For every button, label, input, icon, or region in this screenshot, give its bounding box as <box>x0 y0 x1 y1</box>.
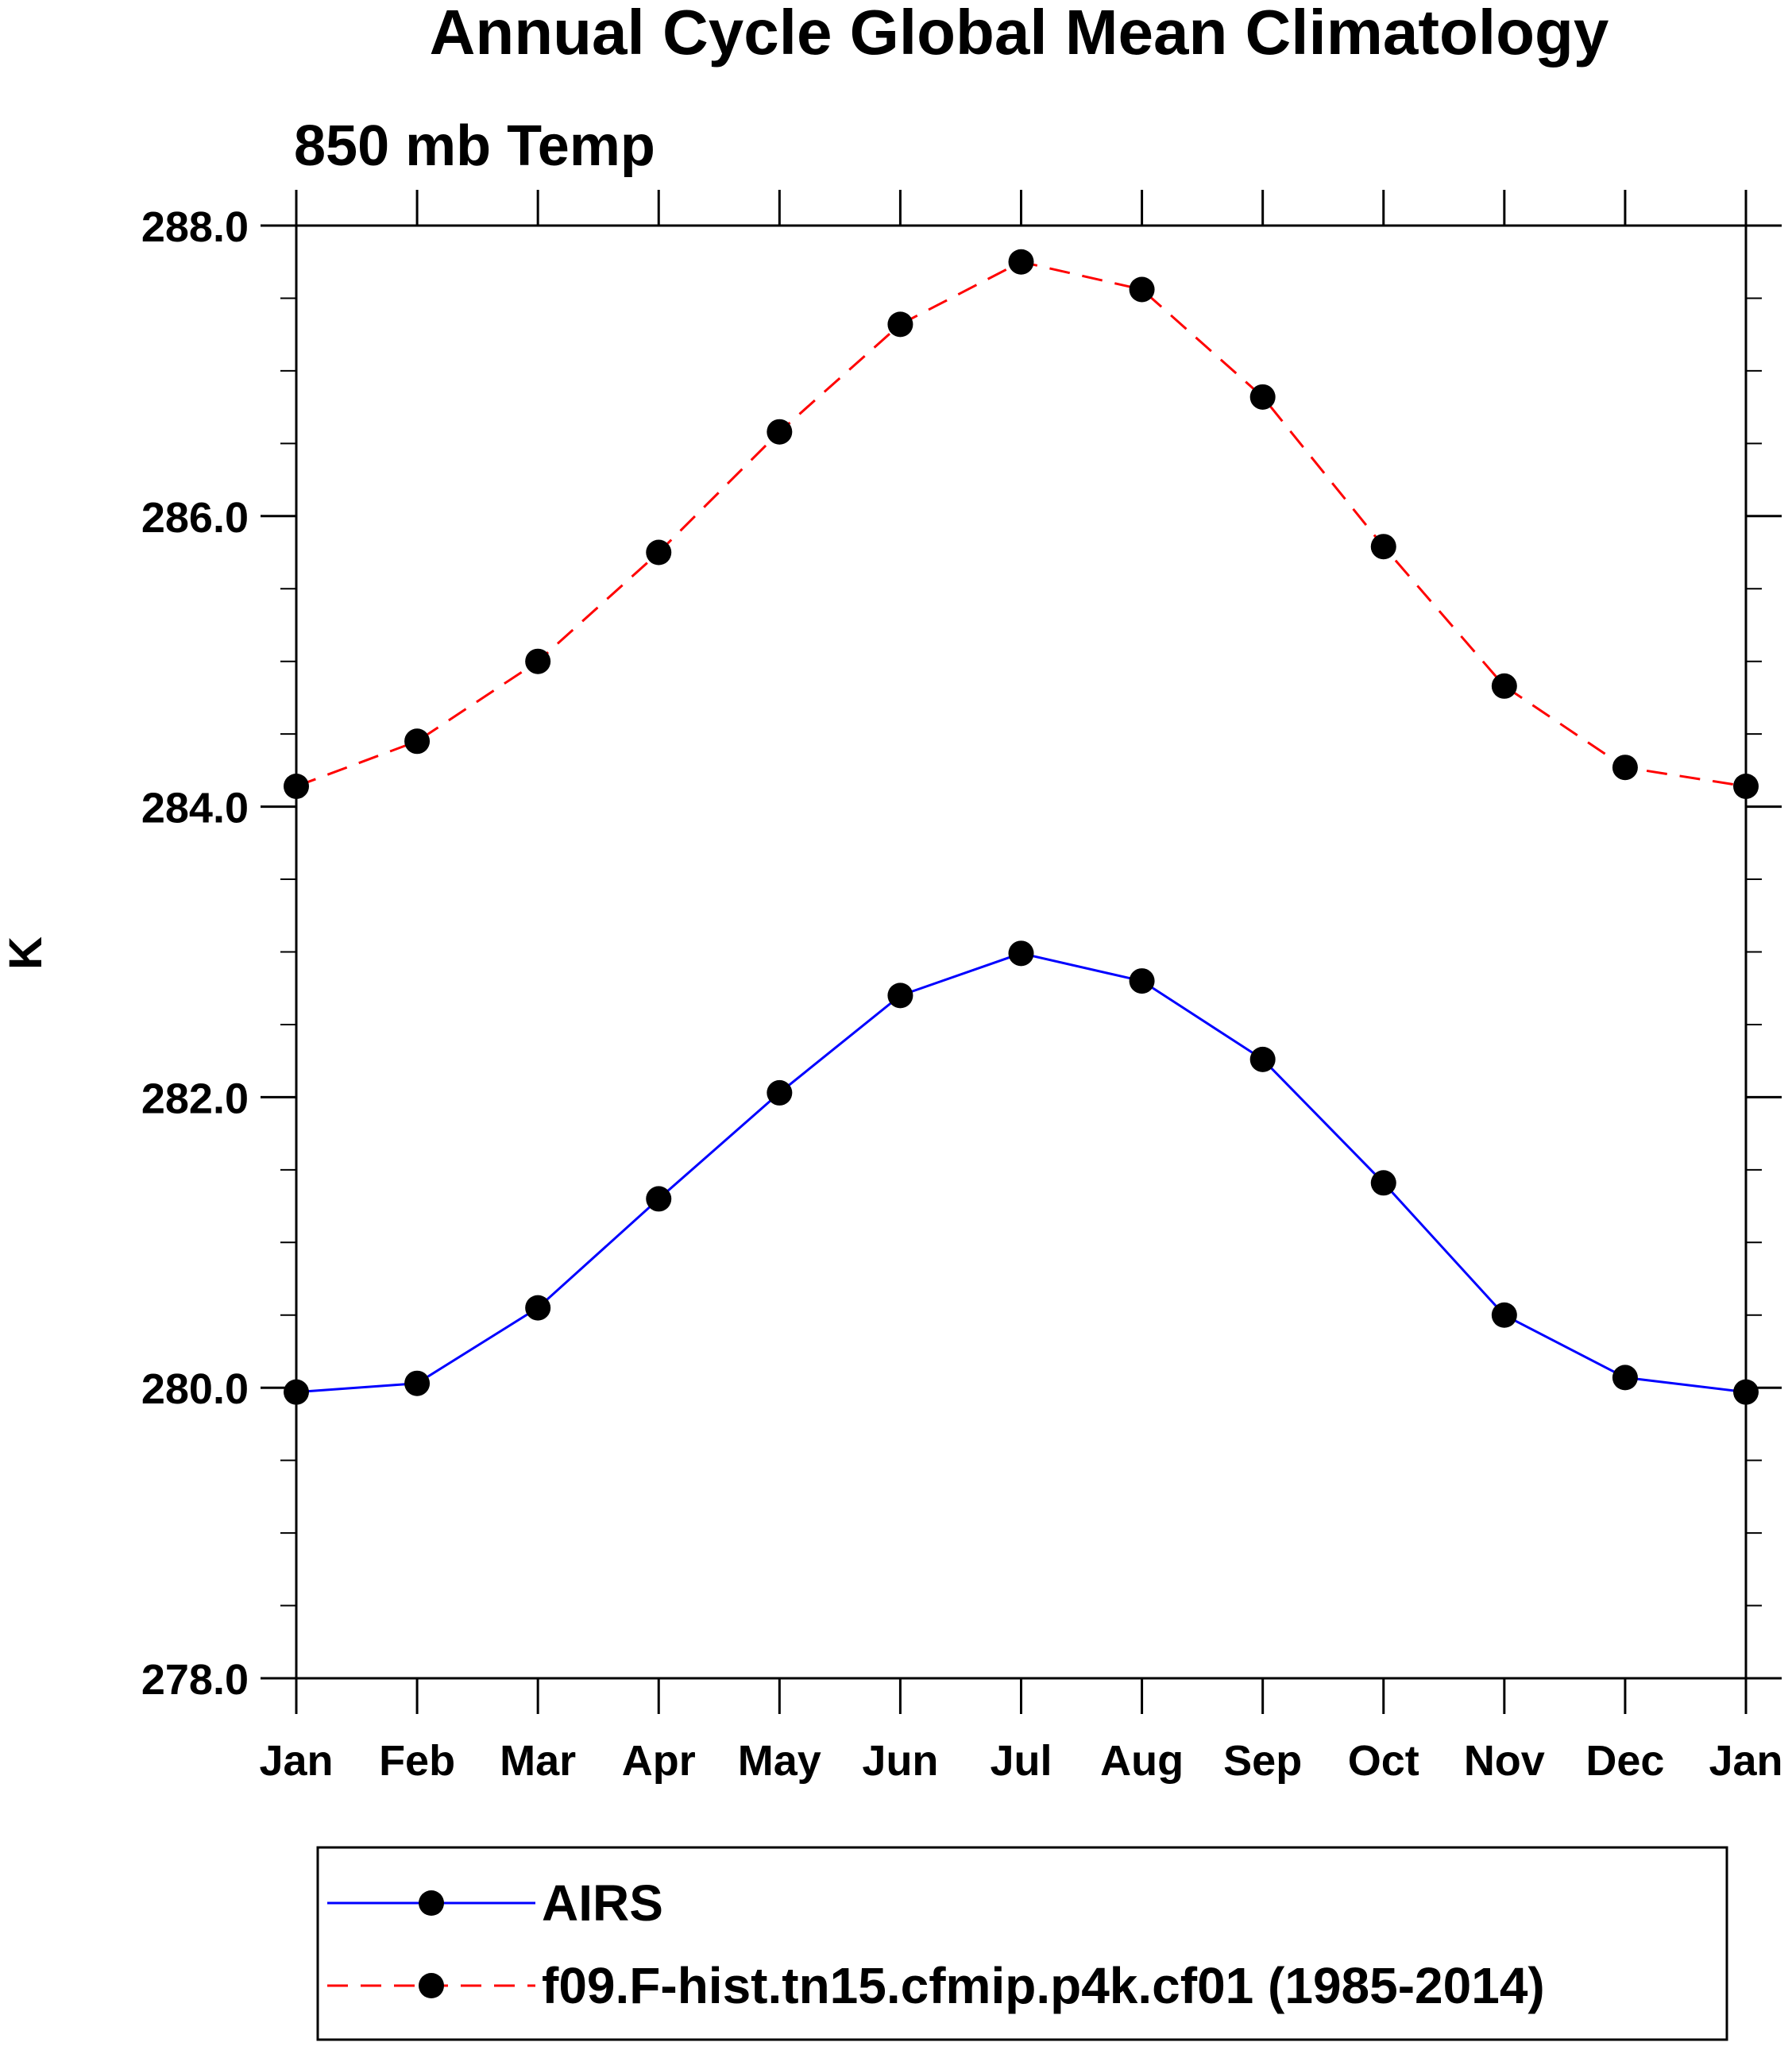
axis-ticks <box>261 190 1782 1714</box>
x-tick-label: Apr <box>622 1737 696 1785</box>
y-tick-labels: 278.0 280.0 282.0 284.0 286.0 288.0 <box>141 203 249 1704</box>
series-0-point <box>1733 1379 1759 1405</box>
x-tick-label: Jun <box>862 1737 938 1785</box>
series-0 <box>284 940 1759 1405</box>
x-tick-label: Nov <box>1464 1737 1545 1785</box>
series-0-point <box>646 1186 672 1212</box>
series-1 <box>284 249 1759 799</box>
series-0-point <box>1491 1302 1517 1328</box>
series-1-point <box>284 773 309 799</box>
series-0-point <box>1008 940 1034 967</box>
series-0-point <box>1612 1365 1638 1391</box>
y-tick-label: 286.0 <box>141 494 249 542</box>
series-0-point <box>284 1379 309 1405</box>
x-tick-label: Feb <box>379 1737 455 1785</box>
x-tick-label: Jan <box>1709 1737 1782 1785</box>
legend-label-model: f09.F-hist.tn15.cfmip.p4k.cf01 (1985-201… <box>542 1957 1545 2014</box>
series-1-point <box>1733 773 1759 799</box>
legend-marker-airs <box>419 1890 444 1916</box>
legend-marker-model <box>419 1973 444 1998</box>
series-1-point <box>404 728 431 755</box>
series-0-point <box>887 982 913 1009</box>
series-1-point <box>1249 384 1276 410</box>
legend-label-airs: AIRS <box>542 1874 663 1932</box>
series-1-point <box>1370 534 1396 560</box>
series-1-point <box>525 648 551 674</box>
y-tick-label: 278.0 <box>141 1656 249 1704</box>
x-tick-label: May <box>738 1737 821 1785</box>
x-tick-label: Dec <box>1585 1737 1664 1785</box>
legend-item-airs: AIRS <box>327 1874 663 1932</box>
x-tick-labels: Jan Feb Mar Apr May Jun Jul Aug Sep Oct Nov Dec Jan <box>259 1737 1782 1785</box>
series-line-1 <box>295 261 1747 788</box>
x-tick-label: Aug <box>1100 1737 1184 1785</box>
x-tick-label: Mar <box>500 1737 576 1785</box>
x-tick-label: Jul <box>990 1737 1052 1785</box>
y-tick-label: 284.0 <box>141 785 249 832</box>
x-tick-label: Sep <box>1223 1737 1302 1785</box>
series-1-point <box>1008 249 1034 275</box>
series-1-point <box>1129 276 1155 303</box>
series-layer <box>284 249 1759 1405</box>
series-1-point <box>887 311 913 338</box>
series-1-point <box>646 539 672 566</box>
series-0-point <box>404 1370 431 1396</box>
chart-title: Annual Cycle Global Mean Climatology <box>430 0 1609 68</box>
series-1-point <box>767 419 793 445</box>
series-1-point <box>1612 755 1638 781</box>
series-0-point <box>1370 1170 1396 1196</box>
series-0-point <box>767 1079 793 1106</box>
series-0-point <box>1129 968 1155 994</box>
x-tick-label: Oct <box>1348 1737 1419 1785</box>
y-tick-label: 280.0 <box>141 1365 249 1413</box>
series-0-point <box>1249 1046 1276 1072</box>
legend-item-model: f09.F-hist.tn15.cfmip.p4k.cf01 (1985-201… <box>327 1957 1545 2014</box>
legend-box <box>316 1846 1728 2041</box>
series-line-0 <box>295 952 1747 1394</box>
y-tick-label: 288.0 <box>141 203 249 251</box>
chart-subtitle: 850 mb Temp <box>294 114 655 178</box>
series-0-point <box>525 1295 551 1321</box>
x-tick-label: Jan <box>259 1737 333 1785</box>
y-axis-label: K <box>0 936 52 970</box>
y-tick-label: 282.0 <box>141 1075 249 1122</box>
series-1-point <box>1491 673 1517 699</box>
